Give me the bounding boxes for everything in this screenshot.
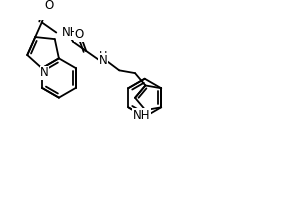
Text: H: H xyxy=(99,51,107,61)
Text: O: O xyxy=(74,28,83,41)
Text: N: N xyxy=(40,66,49,79)
Text: O: O xyxy=(44,0,54,12)
Text: NH: NH xyxy=(61,26,79,39)
Text: NH: NH xyxy=(133,109,151,122)
Text: N: N xyxy=(99,54,108,67)
